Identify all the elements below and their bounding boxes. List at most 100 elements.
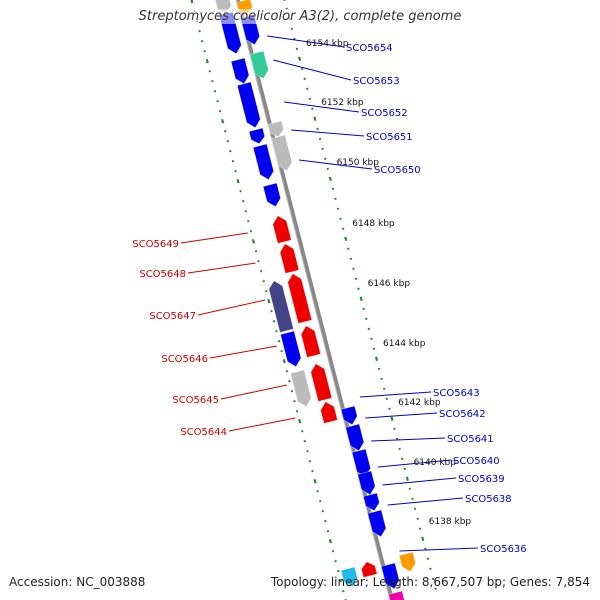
reverse-gene-label: SCO5649 — [132, 239, 179, 250]
forward-label-leader — [284, 101, 360, 113]
forward-label-leader — [387, 497, 464, 506]
forward-label-leader — [273, 59, 352, 81]
backbone-highlight — [235, 0, 391, 600]
tick-mark-left — [236, 178, 240, 184]
forward-gene-arrow — [249, 50, 269, 80]
tick-mark-left — [221, 118, 225, 124]
accession-text: Accession: NC_003888 — [9, 575, 146, 589]
tick-mark-left — [282, 358, 286, 364]
reverse-gene-arrow — [287, 273, 313, 324]
forward-gene-arrow — [230, 57, 250, 85]
forward-gene-label: SCO5652 — [361, 108, 408, 119]
forward-gene-label: SCO5638 — [465, 494, 512, 505]
tick-mark-left — [328, 538, 333, 544]
reverse-gene-arrow — [268, 280, 294, 333]
tick-mark-right — [344, 236, 348, 242]
forward-label-leader — [377, 459, 452, 468]
forward-gene-label: SCO5636 — [480, 544, 527, 555]
forward-gene-label: SCO5639 — [458, 474, 505, 485]
forward-gene-arrow — [248, 127, 266, 145]
map-title: Streptomyces coelicolor A3(2), complete … — [138, 9, 462, 24]
forward-label-leader — [299, 159, 373, 170]
genome-backbone — [235, 0, 394, 600]
forward-gene-arrow — [398, 551, 416, 573]
reverse-gene-arrow — [320, 401, 338, 424]
kbp-label: 6140 kbp — [414, 458, 457, 468]
forward-gene-arrow — [280, 330, 302, 368]
forward-gene-arrow — [388, 590, 405, 600]
kbp-label: 6154 kbp — [306, 39, 349, 49]
kbp-label: 6144 kbp — [383, 339, 426, 349]
forward-gene-arrow — [345, 423, 365, 452]
forward-gene-arrow — [340, 566, 358, 588]
forward-gene-arrow — [267, 120, 284, 138]
reverse-label-leader — [209, 345, 277, 359]
forward-label-leader — [399, 547, 479, 552]
forward-gene-arrow — [252, 143, 275, 181]
kbp-label: 6148 kbp — [352, 219, 395, 229]
forward-gene-label: SCO5650 — [374, 165, 421, 176]
kbp-label: 6146 kbp — [368, 279, 411, 289]
forward-label-leader — [359, 391, 432, 398]
reverse-gene-arrow — [361, 561, 378, 578]
tick-mark-right — [405, 476, 409, 482]
forward-gene-label: SCO5641 — [447, 434, 494, 445]
reverse-gene-arrow — [310, 363, 333, 402]
tick-mark-right — [390, 416, 394, 422]
kbp-label: 6138 kbp — [429, 517, 472, 527]
reverse-label-leader — [187, 262, 256, 274]
tick-mark-left — [251, 238, 256, 244]
reverse-gene-arrow — [279, 243, 300, 274]
reverse-gene-arrow — [272, 215, 292, 244]
tick-mark-left — [267, 298, 271, 304]
backbone-line — [236, 0, 394, 600]
forward-gene-arrow — [271, 134, 293, 172]
tick-mark-right — [313, 116, 317, 122]
forward-gene-label: SCO5651 — [366, 132, 413, 143]
forward-gene-arrow — [363, 492, 380, 512]
reverse-label-leader — [180, 232, 248, 244]
tick-marks — [190, 0, 437, 600]
forward-gene-arrow — [340, 405, 358, 426]
forward-label-leader — [371, 437, 446, 442]
labels: 6154 kbp 6152 kbp 6150 kbp 6148 kbp 6146 kbp… — [132, 39, 526, 555]
reverse-label-leader — [220, 384, 287, 400]
forward-gene-arrow — [236, 81, 261, 129]
reverse-label-leader — [197, 299, 266, 316]
tick-mark-right — [359, 296, 363, 302]
kbp-label: 6150 kbp — [337, 158, 380, 168]
tick-mark-right — [374, 356, 379, 362]
forward-label-leader — [291, 129, 365, 137]
summary-text: Topology: linear; Length: 8,667,507 bp; … — [270, 575, 590, 589]
tick-mark-right — [297, 56, 302, 62]
forward-gene-label: SCO5653 — [353, 76, 400, 87]
reverse-gene-label: SCO5644 — [180, 427, 227, 438]
tick-mark-right — [421, 536, 425, 542]
tick-mark-right — [283, 0, 286, 2]
forward-label-leader — [365, 412, 438, 419]
tick-mark-right — [328, 176, 332, 182]
tick-mark-left — [190, 0, 194, 4]
reverse-gene-arrow — [300, 325, 321, 358]
reverse-gene-label: SCO5648 — [139, 269, 186, 280]
label-leader-lines — [180, 35, 479, 552]
kbp-label: 6142 kbp — [398, 398, 441, 408]
kbp-label: 6152 kbp — [321, 98, 364, 108]
forward-gene-label: SCO5640 — [453, 456, 500, 467]
forward-gene-arrow — [367, 509, 387, 538]
reverse-gene-label: SCO5645 — [172, 395, 219, 406]
tick-mark-left — [205, 58, 209, 64]
reverse-gene-label: SCO5647 — [149, 311, 196, 322]
reverse-gene-label: SCO5646 — [161, 354, 208, 365]
forward-gene-arrow — [290, 369, 312, 408]
tick-mark-left — [298, 418, 302, 424]
forward-gene-label: SCO5654 — [346, 43, 393, 54]
forward-gene-label: SCO5642 — [439, 409, 486, 420]
forward-label-leader — [267, 35, 345, 48]
forward-label-leader — [382, 477, 457, 486]
forward-gene-arrow — [380, 562, 400, 590]
forward-gene-arrow — [357, 470, 376, 496]
reverse-label-leader — [228, 417, 296, 432]
forward-gene-arrow — [262, 182, 281, 208]
